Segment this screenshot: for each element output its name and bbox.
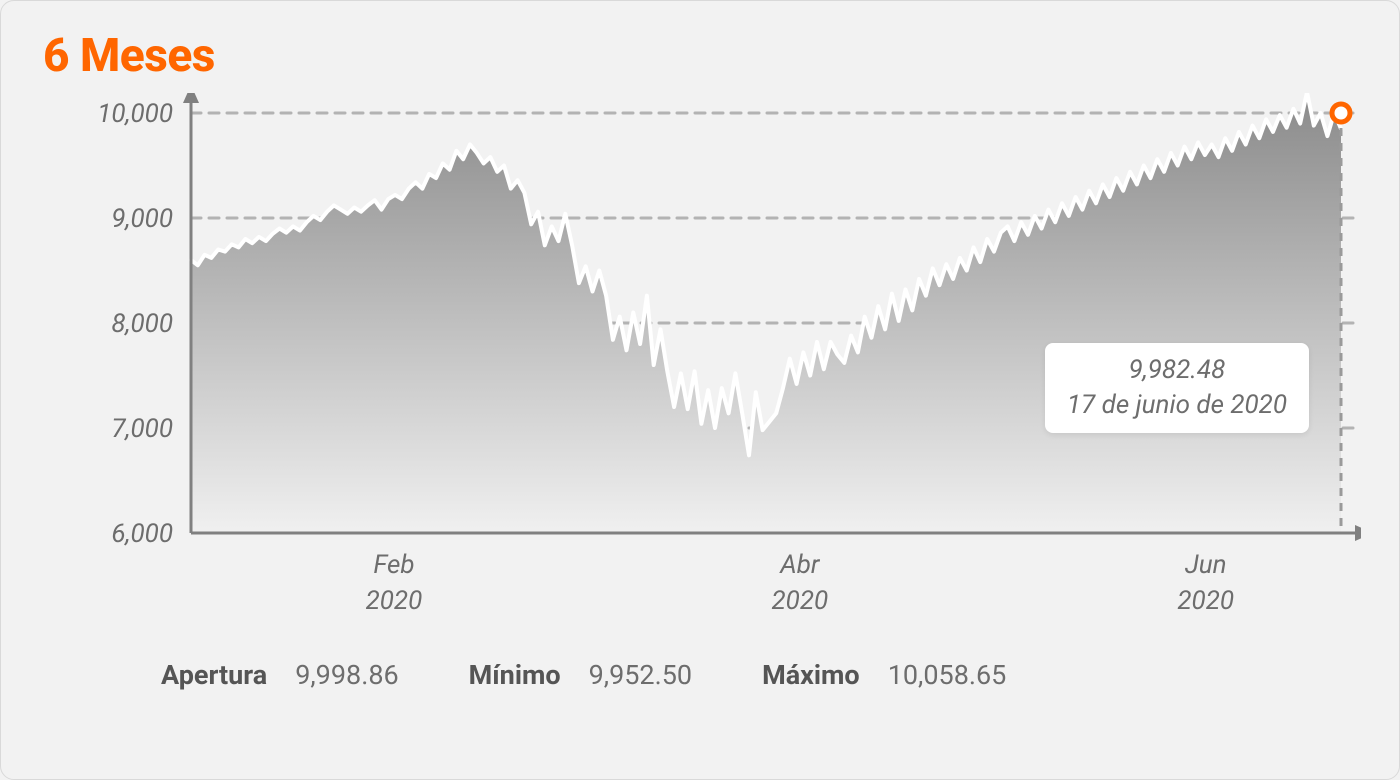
tooltip-date: 17 de junio de 2020 <box>1067 388 1287 423</box>
stat-open: Apertura 9,998.86 <box>161 659 399 691</box>
stat-min-label: Mínimo <box>469 659 561 691</box>
stat-open-label: Apertura <box>161 659 267 691</box>
svg-text:2020: 2020 <box>366 586 423 616</box>
chart-area: 6,000 7,000 8,000 9,000 10,000 Feb 2020 Abr 2020… <box>41 93 1359 653</box>
tooltip-value: 9,982.48 <box>1067 353 1287 388</box>
stat-max-value: 10,058.65 <box>888 659 1007 691</box>
price-tooltip: 9,982.48 17 de junio de 2020 <box>1045 343 1309 433</box>
svg-text:7,000: 7,000 <box>111 414 173 444</box>
svg-text:Feb: Feb <box>373 550 414 580</box>
stat-max: Máximo 10,058.65 <box>762 659 1006 691</box>
svg-text:Jun: Jun <box>1185 550 1227 580</box>
svg-text:8,000: 8,000 <box>111 309 173 339</box>
svg-text:2020: 2020 <box>771 586 828 616</box>
svg-text:9,000: 9,000 <box>111 204 173 234</box>
svg-text:2020: 2020 <box>1177 586 1234 616</box>
svg-text:10,000: 10,000 <box>97 99 173 129</box>
stat-min-value: 9,952.50 <box>589 659 692 691</box>
svg-text:Abr: Abr <box>778 550 821 580</box>
stats-footer: Apertura 9,998.86 Mínimo 9,952.50 Máximo… <box>41 653 1359 691</box>
stat-max-label: Máximo <box>762 659 860 691</box>
stat-open-value: 9,998.86 <box>295 659 398 691</box>
chart-card: 6 Meses 6,000 7,000 8,000 9,000 10,000 Feb 202… <box>0 0 1400 780</box>
svg-text:6,000: 6,000 <box>111 519 173 549</box>
stat-min: Mínimo 9,952.50 <box>469 659 692 691</box>
chart-title: 6 Meses <box>43 29 1359 83</box>
